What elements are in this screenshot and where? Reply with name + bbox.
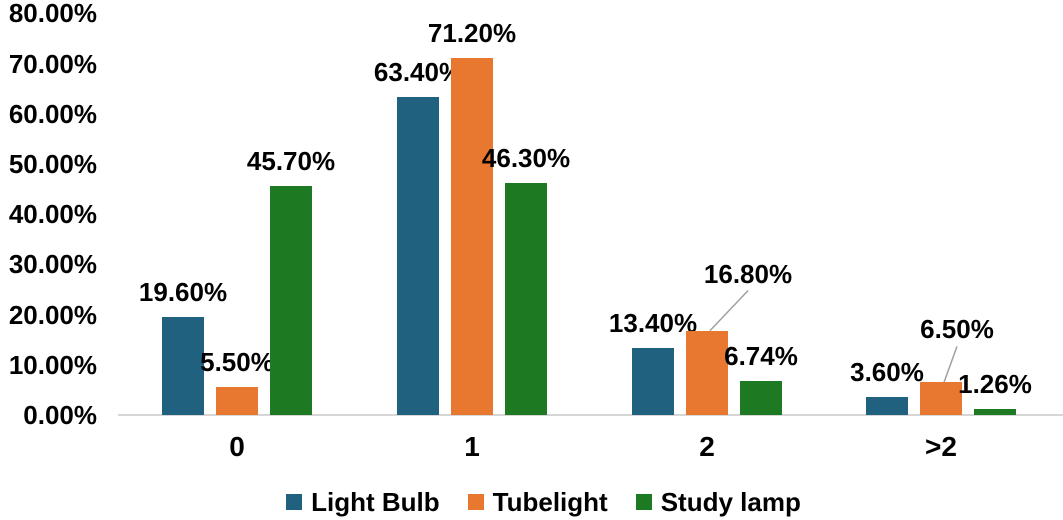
legend-label-tubelight: Tubelight (492, 487, 608, 517)
x-axis-category-label: >2 (925, 431, 957, 462)
data-label: 6.50% (920, 314, 994, 345)
x-axis-category-label: 1 (464, 431, 480, 462)
data-label: 71.20% (427, 17, 517, 48)
legend-swatch-tubelight-icon (467, 494, 484, 510)
bar-study-lamp->2 (974, 408, 1016, 415)
bar-study-lamp-0 (270, 185, 312, 415)
data-label: 46.30% (481, 142, 571, 173)
bar-light-bulb-0 (162, 316, 204, 415)
legend-item-light-bulb: Light Bulb (286, 487, 440, 517)
legend-item-study-lamp: Study lamp (635, 487, 801, 517)
bar-study-lamp-1 (505, 182, 547, 415)
y-axis-tick-label: 20.00% (8, 299, 97, 330)
legend-item-tubelight: Tubelight (467, 487, 608, 517)
data-label: 63.40% (373, 56, 463, 87)
bar-tubelight-0 (216, 387, 258, 415)
y-axis-tick-label: 10.00% (8, 349, 97, 380)
y-axis-tick-label: 30.00% (8, 249, 97, 280)
data-label: 1.26% (958, 368, 1032, 399)
legend: Light Bulb Tubelight Study lamp (12, 487, 1063, 517)
legend-swatch-study-lamp-icon (635, 494, 652, 510)
bar-light-bulb->2 (866, 396, 908, 415)
x-axis-line (118, 414, 1063, 416)
y-axis-tick-label: 50.00% (8, 149, 97, 179)
y-axis-tick-label: 70.00% (8, 48, 97, 79)
data-label: 5.50% (200, 347, 274, 378)
y-axis-tick-label: 0.00% (23, 400, 97, 430)
data-label: 13.40% (608, 307, 698, 338)
data-label: 3.60% (850, 356, 924, 387)
bar-tubelight->2 (920, 382, 962, 415)
x-axis-category-label: 0 (229, 431, 245, 462)
bar-light-bulb-1 (397, 96, 439, 415)
legend-label-study-lamp: Study lamp (660, 487, 801, 517)
y-axis-tick-label: 60.00% (8, 98, 97, 129)
x-axis-category-label: 2 (699, 431, 715, 462)
legend-label-light-bulb: Light Bulb (311, 487, 440, 517)
legend-swatch-light-bulb-icon (286, 494, 303, 510)
data-label: 6.74% (724, 341, 798, 372)
data-label: 16.80% (703, 258, 793, 289)
bar-tubelight-2 (686, 330, 728, 415)
y-axis-tick-label: 40.00% (8, 199, 97, 230)
bar-study-lamp-2 (740, 381, 782, 415)
data-label: 19.60% (138, 276, 228, 307)
bar-tubelight-1 (451, 57, 493, 415)
bar-light-bulb-2 (632, 347, 674, 415)
data-label: 45.70% (246, 145, 336, 176)
y-axis-tick-label: 80.00% (8, 0, 97, 29)
